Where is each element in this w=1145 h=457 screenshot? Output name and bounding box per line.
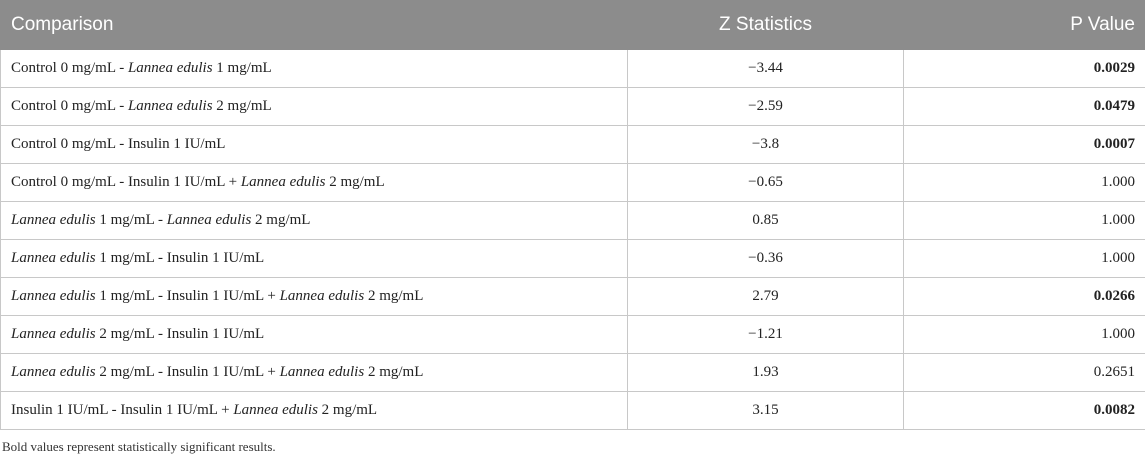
header-z-statistics: Z Statistics [627, 0, 904, 50]
table-row: Lannea edulis 1 mg/mL - Lannea edulis 2 … [0, 201, 1145, 240]
species-name: Lannea edulis [11, 288, 96, 304]
species-name: Lannea edulis [11, 364, 96, 380]
comparison-text: 2 mg/mL [251, 212, 311, 228]
comparison-text: 1 mg/mL - Insulin 1 IU/mL + [95, 288, 280, 304]
comparison-text: Control 0 mg/mL - Insulin 1 IU/mL [11, 136, 226, 152]
header-row: Comparison Z Statistics P Value [0, 0, 1145, 50]
table-row: Lannea edulis 2 mg/mL - Insulin 1 IU/mL −… [0, 315, 1145, 354]
cell-comparison: Control 0 mg/mL - Lannea edulis 1 mg/mL [0, 49, 628, 88]
comparison-text: 2 mg/mL - Insulin 1 IU/mL + [95, 364, 280, 380]
comparison-text: 1 mg/mL - Insulin 1 IU/mL [95, 250, 265, 266]
cell-p-value: 1.000 [903, 315, 1145, 354]
cell-comparison: Control 0 mg/mL - Insulin 1 IU/mL [0, 125, 628, 164]
species-name: Lannea edulis [233, 402, 318, 418]
cell-p-value: 0.0007 [903, 125, 1145, 164]
table-row: Lannea edulis 1 mg/mL - Insulin 1 IU/mL … [0, 277, 1145, 316]
table-row: Lannea edulis 2 mg/mL - Insulin 1 IU/mL … [0, 353, 1145, 392]
cell-p-value: 0.0479 [903, 87, 1145, 126]
cell-z-statistic: 3.15 [627, 391, 904, 430]
cell-z-statistic: 1.93 [627, 353, 904, 392]
comparison-text: 2 mg/mL - Insulin 1 IU/mL [95, 326, 265, 342]
comparison-text: Control 0 mg/mL - Insulin 1 IU/mL + [11, 174, 241, 190]
species-name: Lannea edulis [11, 326, 96, 342]
table-row: Lannea edulis 1 mg/mL - Insulin 1 IU/mL −… [0, 239, 1145, 278]
table-row: Control 0 mg/mL - Insulin 1 IU/mL + Lann… [0, 163, 1145, 202]
header-p-value: P Value [903, 0, 1145, 50]
header-comparison: Comparison [0, 0, 628, 50]
table-row: Control 0 mg/mL - Lannea edulis 2 mg/mL −… [0, 87, 1145, 126]
table-row: Insulin 1 IU/mL - Insulin 1 IU/mL + Lann… [0, 391, 1145, 430]
cell-p-value: 0.2651 [903, 353, 1145, 392]
comparison-text: 2 mg/mL [364, 364, 424, 380]
cell-comparison: Lannea edulis 1 mg/mL - Lannea edulis 2 … [0, 201, 628, 240]
table-row: Control 0 mg/mL - Insulin 1 IU/mL −3.8 0.0… [0, 125, 1145, 164]
cell-z-statistic: 2.79 [627, 277, 904, 316]
comparison-text: Control 0 mg/mL - [11, 98, 128, 114]
species-name: Lannea edulis [11, 212, 96, 228]
species-name: Lannea edulis [11, 250, 96, 266]
cell-z-statistic: −3.44 [627, 49, 904, 88]
species-name: Lannea edulis [127, 60, 213, 76]
species-name: Lannea edulis [279, 364, 365, 380]
comparison-text: 2 mg/mL [212, 98, 272, 114]
comparison-text: Control 0 mg/mL - [11, 60, 128, 76]
cell-p-value: 0.0029 [903, 49, 1145, 88]
comparison-text: 2 mg/mL [364, 288, 424, 304]
cell-p-value: 0.0266 [903, 277, 1145, 316]
comparison-table: Comparison Z Statistics P Value Control … [0, 0, 1145, 430]
cell-comparison: Lannea edulis 1 mg/mL - Insulin 1 IU/mL [0, 239, 628, 278]
species-name: Lannea edulis [279, 288, 365, 304]
cell-comparison: Lannea edulis 2 mg/mL - Insulin 1 IU/mL … [0, 353, 628, 392]
cell-comparison: Insulin 1 IU/mL - Insulin 1 IU/mL + Lann… [0, 391, 628, 430]
footnote: Bold values represent statistically sign… [2, 439, 276, 454]
cell-comparison: Lannea edulis 2 mg/mL - Insulin 1 IU/mL [0, 315, 628, 354]
species-name: Lannea edulis [166, 212, 252, 228]
cell-z-statistic: −0.36 [627, 239, 904, 278]
species-name: Lannea edulis [240, 174, 326, 190]
cell-z-statistic: −2.59 [627, 87, 904, 126]
cell-z-statistic: −3.8 [627, 125, 904, 164]
cell-comparison: Control 0 mg/mL - Insulin 1 IU/mL + Lann… [0, 163, 628, 202]
cell-comparison: Lannea edulis 1 mg/mL - Insulin 1 IU/mL … [0, 277, 628, 316]
comparison-text: Insulin 1 IU/mL - Insulin 1 IU/mL + [11, 402, 234, 418]
cell-z-statistic: −0.65 [627, 163, 904, 202]
species-name: Lannea edulis [127, 98, 213, 114]
cell-p-value: 0.0082 [903, 391, 1145, 430]
cell-comparison: Control 0 mg/mL - Lannea edulis 2 mg/mL [0, 87, 628, 126]
cell-z-statistic: 0.85 [627, 201, 904, 240]
comparison-text: 2 mg/mL [325, 174, 385, 190]
comparison-text: 1 mg/mL - [95, 212, 167, 228]
cell-p-value: 1.000 [903, 163, 1145, 202]
comparison-text: 2 mg/mL [317, 402, 378, 418]
table-body: Control 0 mg/mL - Lannea edulis 1 mg/mL −… [0, 49, 1145, 430]
table-row: Control 0 mg/mL - Lannea edulis 1 mg/mL −… [0, 49, 1145, 88]
cell-p-value: 1.000 [903, 201, 1145, 240]
cell-p-value: 1.000 [903, 239, 1145, 278]
comparison-text: 1 mg/mL [212, 60, 272, 76]
cell-z-statistic: −1.21 [627, 315, 904, 354]
